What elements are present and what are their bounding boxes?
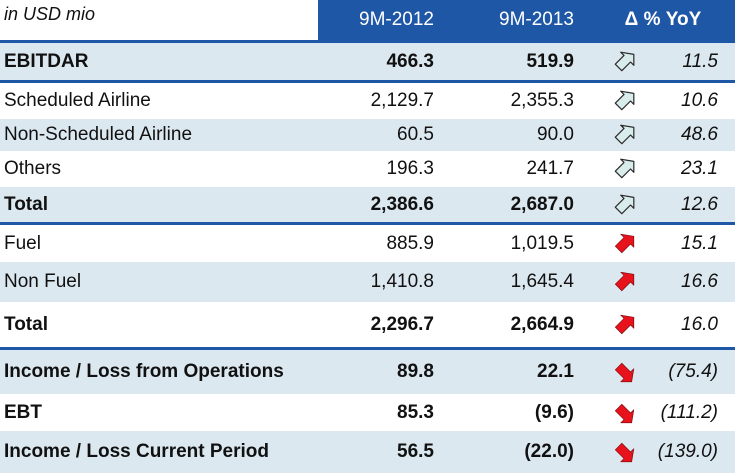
yoy-change: 11.5 — [682, 50, 718, 72]
arrow-up-hollow-icon — [606, 151, 642, 187]
row-others: Others 196.3 241.7 23.1 — [0, 151, 735, 187]
header-divider — [0, 40, 735, 43]
column-header-9m-2012: 9M-2012 — [359, 9, 434, 30]
arrow-up-hollow-icon — [606, 83, 642, 119]
row-revenue-total: Total 2,386.6 2,687.0 12.6 — [0, 187, 735, 222]
value-2013: 519.9 — [526, 50, 574, 72]
yoy-change: 15.1 — [681, 232, 718, 254]
row-non-scheduled-airline: Non-Scheduled Airline 60.5 90.0 48.6 — [0, 119, 735, 151]
value-2013: 1,019.5 — [510, 232, 574, 254]
value-2012: 196.3 — [386, 158, 434, 179]
arrow-up-hollow-icon — [606, 119, 642, 151]
row-label: EBITDAR — [4, 50, 89, 72]
table-header: in USD mio 9M-2012 9M-2013 Δ % YoY — [0, 0, 735, 40]
value-2013: 90.0 — [537, 124, 574, 145]
arrow-up-red-icon — [606, 302, 642, 347]
value-2013: (9.6) — [534, 401, 574, 423]
arrow-up-hollow-icon — [606, 43, 642, 80]
value-2013: 2,664.9 — [510, 313, 574, 335]
row-scheduled-airline: Scheduled Airline 2,129.7 2,355.3 10.6 — [0, 83, 735, 119]
value-2012: 60.5 — [397, 124, 434, 145]
row-label: Non Fuel — [4, 271, 82, 292]
yoy-change: 16.6 — [681, 271, 718, 292]
row-label: Income / Loss from Operations — [4, 361, 284, 382]
row-label: Fuel — [4, 232, 41, 254]
yoy-change: 10.6 — [681, 90, 718, 111]
header-band: 9M-2012 9M-2013 Δ % YoY — [318, 0, 735, 40]
row-ebt: EBT 85.3 (9.6) (111.2) — [0, 394, 735, 431]
arrow-down-red-icon — [606, 431, 642, 473]
arrow-up-red-icon — [606, 225, 642, 262]
yoy-change: 12.6 — [681, 193, 718, 215]
row-income-operations: Income / Loss from Operations 89.8 22.1 … — [0, 350, 735, 394]
yoy-change: 48.6 — [681, 124, 718, 145]
section-divider — [0, 222, 735, 225]
value-2013: 2,687.0 — [510, 193, 574, 215]
value-2012: 2,296.7 — [370, 313, 434, 335]
arrow-up-red-icon — [606, 262, 642, 302]
row-label: EBT — [4, 401, 42, 423]
row-income-current-period: Income / Loss Current Period 56.5 (22.0)… — [0, 431, 735, 473]
value-2012: 89.8 — [397, 361, 434, 382]
row-label: Income / Loss Current Period — [4, 441, 269, 462]
value-2012: 85.3 — [397, 401, 434, 423]
yoy-change: 23.1 — [681, 158, 718, 179]
column-header-9m-2013: 9M-2013 — [499, 9, 574, 30]
value-2012: 1,410.8 — [370, 271, 434, 292]
row-non-fuel: Non Fuel 1,410.8 1,645.4 16.6 — [0, 262, 735, 302]
value-2012: 885.9 — [386, 232, 434, 254]
value-2013: 2,355.3 — [510, 90, 574, 111]
yoy-change: (75.4) — [668, 361, 718, 382]
value-2013: (22.0) — [524, 441, 574, 462]
value-2012: 2,129.7 — [370, 90, 434, 111]
column-header-yoy: Δ % YoY — [624, 9, 702, 30]
value-2013: 1,645.4 — [510, 271, 574, 292]
value-2012: 2,386.6 — [370, 193, 434, 215]
row-label: Total — [4, 313, 48, 335]
yoy-change: 16.0 — [681, 313, 718, 335]
yoy-change: (139.0) — [657, 441, 718, 462]
value-2012: 56.5 — [397, 441, 434, 462]
value-2013: 241.7 — [526, 158, 574, 179]
value-2013: 22.1 — [537, 361, 574, 382]
row-ebitdar: EBITDAR 466.3 519.9 11.5 — [0, 43, 735, 80]
row-label: Others — [4, 158, 62, 179]
section-divider — [0, 347, 735, 350]
value-2012: 466.3 — [386, 50, 434, 72]
row-cost-total: Total 2,296.7 2,664.9 16.0 — [0, 302, 735, 347]
arrow-up-hollow-icon — [606, 187, 642, 222]
unit-label: in USD mio — [4, 4, 96, 24]
section-divider — [0, 80, 735, 83]
yoy-change: (111.2) — [660, 401, 718, 423]
row-label: Non-Scheduled Airline — [4, 124, 193, 145]
row-label: Scheduled Airline — [4, 90, 151, 111]
row-fuel: Fuel 885.9 1,019.5 15.1 — [0, 225, 735, 262]
arrow-down-red-icon — [606, 350, 642, 394]
row-label: Total — [4, 193, 48, 215]
arrow-down-red-icon — [606, 394, 642, 431]
